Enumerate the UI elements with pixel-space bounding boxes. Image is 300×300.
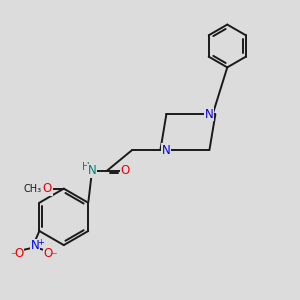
Text: N: N bbox=[205, 108, 214, 121]
Text: N: N bbox=[162, 143, 171, 157]
Text: N: N bbox=[88, 164, 96, 177]
Text: H: H bbox=[82, 162, 90, 172]
Text: ⁻: ⁻ bbox=[10, 250, 16, 263]
Text: O: O bbox=[120, 164, 129, 177]
Text: ⁻: ⁻ bbox=[50, 250, 57, 263]
Text: N: N bbox=[31, 239, 39, 252]
Text: O: O bbox=[43, 182, 52, 195]
Text: CH₃: CH₃ bbox=[23, 184, 42, 194]
Text: O: O bbox=[44, 247, 53, 260]
Text: O: O bbox=[14, 247, 23, 260]
Text: +: + bbox=[37, 238, 44, 247]
